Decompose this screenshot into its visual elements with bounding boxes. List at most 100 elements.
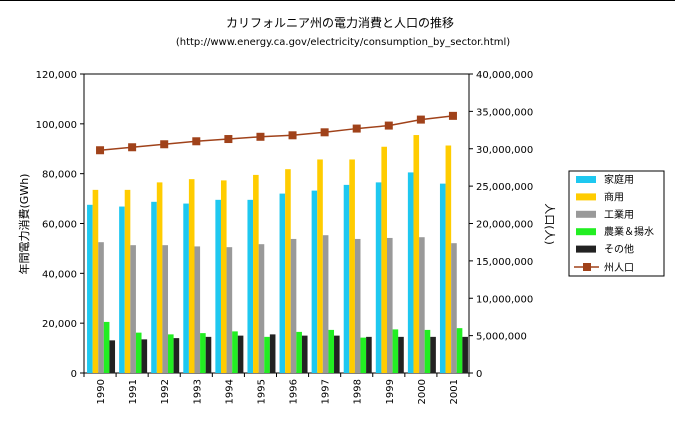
x-tick-label: 1996 — [289, 379, 300, 404]
bar — [285, 169, 291, 373]
legend-label: 工業用 — [604, 208, 634, 221]
x-tick-label: 1999 — [385, 379, 396, 404]
y-tick-label: 0 — [71, 369, 77, 380]
x-tick-label: 1995 — [256, 379, 267, 404]
x-tick-label: 1993 — [192, 379, 203, 404]
y-tick-label: 20,000 — [42, 319, 77, 330]
bar — [92, 189, 99, 373]
y2-tick-label: 10,000,000 — [476, 294, 533, 305]
bar — [386, 237, 393, 373]
bar — [419, 237, 425, 373]
population-point — [320, 128, 329, 137]
bar — [462, 336, 468, 373]
bar — [354, 238, 361, 373]
chart-subtitle: (http://www.energy.ca.gov/electricity/co… — [176, 37, 510, 48]
bar — [168, 334, 174, 373]
legend-label: 農業＆揚水 — [604, 225, 654, 238]
legend-swatch — [576, 245, 596, 253]
x-tick-label: 1994 — [224, 379, 235, 404]
legend-swatch — [576, 193, 596, 201]
x-tick-label: 1997 — [321, 379, 332, 404]
population-point — [384, 121, 393, 130]
bar — [375, 182, 382, 373]
bar — [317, 159, 323, 373]
x-tick-label: 1992 — [160, 379, 171, 404]
y2-tick-label: 20,000,000 — [476, 220, 533, 231]
bar — [162, 245, 169, 373]
bar — [215, 199, 221, 373]
bar — [237, 335, 244, 373]
y2-tick-label: 30,000,000 — [476, 145, 533, 156]
x-tick-label: 1990 — [96, 379, 107, 404]
legend-label: 州人口 — [604, 262, 634, 274]
population-point — [192, 137, 201, 146]
bar — [205, 336, 212, 373]
bar — [258, 244, 265, 373]
bar — [279, 193, 286, 373]
population-point — [256, 132, 265, 141]
bar — [311, 190, 318, 373]
bar — [398, 336, 404, 373]
bar — [87, 204, 93, 373]
y2-tick-label: 15,000,000 — [476, 257, 533, 268]
bar — [366, 336, 372, 373]
population-point — [128, 143, 137, 152]
y-tick-label: 80,000 — [42, 170, 77, 181]
legend-swatch — [576, 176, 596, 183]
population-point — [352, 124, 361, 133]
population-point — [416, 115, 425, 124]
bar — [322, 235, 329, 373]
bar — [98, 242, 104, 373]
bar — [200, 333, 206, 373]
bar — [328, 329, 335, 373]
y-axis-label: 年間電力消費(GWh) — [17, 174, 31, 275]
bar — [141, 339, 148, 373]
y2-axis-label: 人口(人) — [543, 203, 556, 245]
bar — [220, 180, 227, 373]
population-point — [224, 135, 233, 144]
bar — [130, 245, 136, 373]
bar — [360, 337, 367, 373]
x-tick-label: 1991 — [128, 379, 139, 404]
bar — [194, 246, 201, 373]
legend-swatch — [576, 228, 596, 236]
bar — [173, 338, 180, 373]
population-point — [288, 131, 297, 140]
legend-label: その他 — [604, 243, 634, 256]
bar — [119, 206, 125, 373]
bar — [226, 247, 233, 373]
y2-tick-label: 40,000,000 — [476, 70, 533, 81]
legend-swatch — [576, 210, 596, 218]
population-line — [99, 115, 454, 151]
x-tick-label: 2001 — [449, 379, 460, 404]
legend-marker — [583, 263, 591, 271]
legend-label: 商用 — [604, 190, 624, 203]
legend-label: 家庭用 — [604, 173, 634, 186]
bar — [253, 174, 259, 373]
bar — [381, 146, 387, 373]
population-point — [448, 111, 457, 120]
bar — [264, 336, 270, 373]
bar — [445, 145, 452, 373]
bar — [430, 336, 436, 373]
bar — [269, 334, 276, 373]
bar — [301, 335, 308, 373]
y2-tick-label: 35,000,000 — [476, 107, 533, 118]
population-point — [96, 146, 105, 155]
bar — [188, 179, 195, 373]
y2-tick-label: 0 — [476, 369, 482, 380]
y-tick-label: 40,000 — [42, 269, 77, 280]
bar — [151, 201, 157, 373]
bar — [103, 321, 110, 373]
x-tick-label: 1998 — [353, 379, 364, 404]
plot-area: 0 20,000 40,000 60,000 80,000 100,000 120,000 0… — [36, 70, 534, 404]
y2-tick-label: 25,000,000 — [476, 182, 533, 193]
bar — [156, 182, 163, 373]
chart-title: カリフォルニア州の電力消費と人口の推移 — [226, 15, 454, 30]
bar — [451, 243, 457, 373]
bar — [296, 331, 302, 373]
bar — [456, 328, 463, 373]
x-tick-label: 2000 — [417, 379, 428, 404]
bar — [247, 199, 254, 373]
